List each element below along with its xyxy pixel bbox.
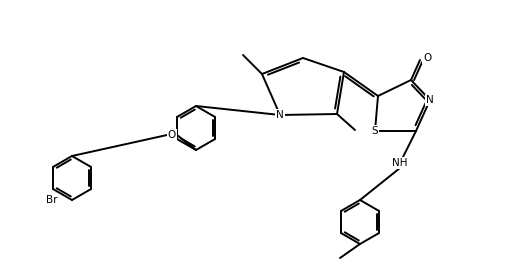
- Text: N: N: [276, 110, 284, 120]
- Text: Br: Br: [46, 195, 58, 205]
- Text: NH: NH: [392, 158, 408, 168]
- Text: S: S: [372, 126, 378, 136]
- Text: O: O: [168, 130, 176, 140]
- Text: N: N: [426, 95, 434, 105]
- Text: O: O: [423, 53, 431, 63]
